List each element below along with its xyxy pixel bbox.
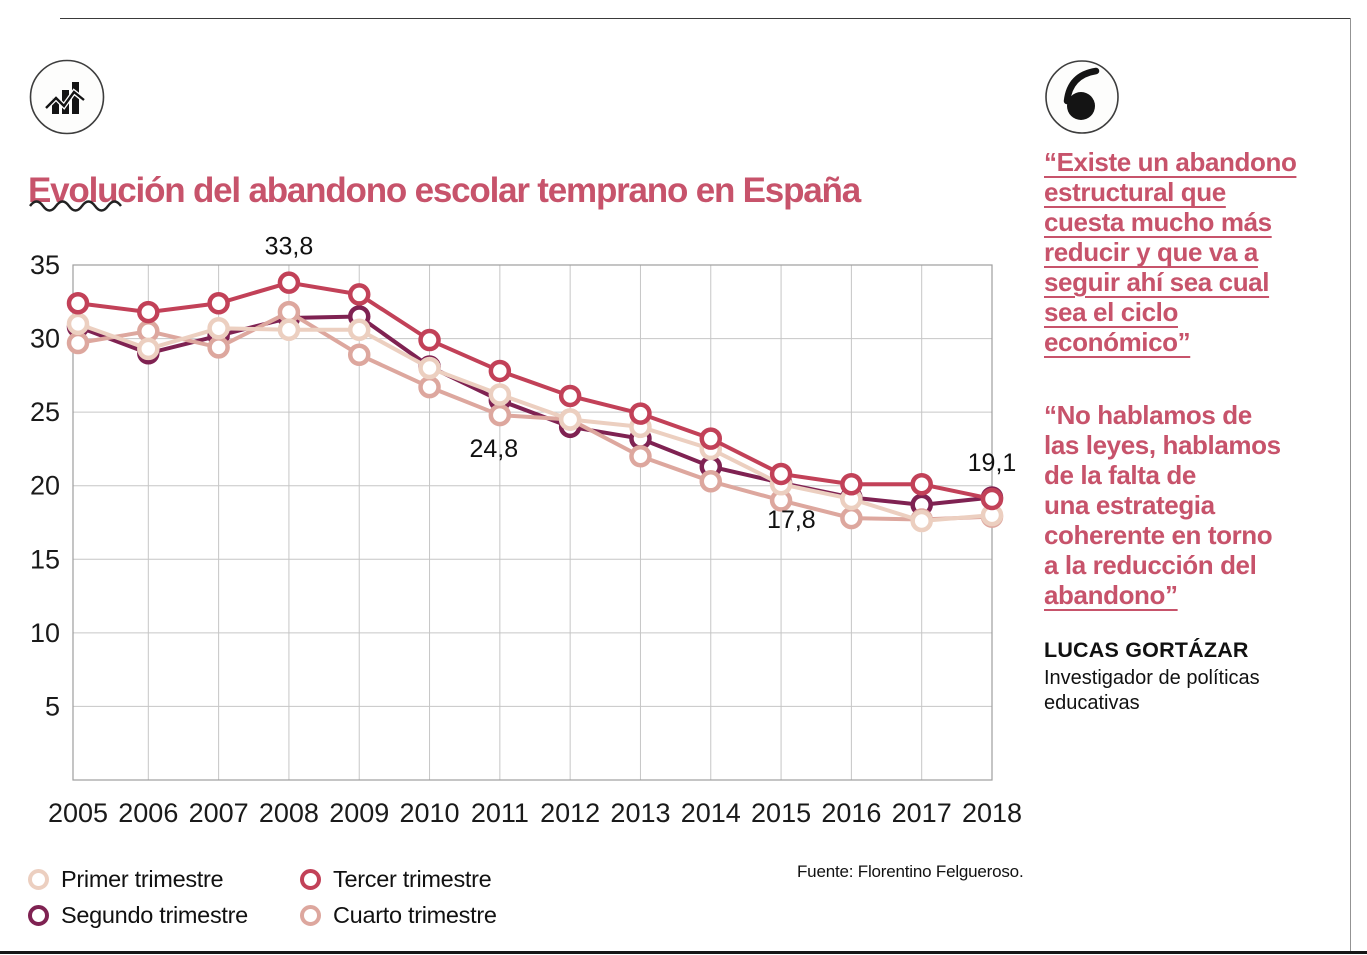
svg-text:20: 20	[30, 471, 60, 501]
legend-label: Tercer trimestre	[333, 866, 492, 892]
svg-text:2012: 2012	[540, 798, 600, 828]
bottom-rule	[0, 951, 1367, 954]
quote-link-2[interactable]: abandono”	[1044, 580, 1178, 610]
svg-text:2018: 2018	[962, 798, 1022, 828]
legend-label: Segundo trimestre	[61, 902, 248, 928]
circle-marker-icon	[28, 905, 49, 926]
circle-marker-icon	[28, 869, 49, 890]
legend-item-cuarto-trimestre: Cuarto trimestre	[300, 902, 497, 929]
legend-item-segundo-trimestre: Segundo trimestre	[28, 902, 300, 929]
right-rule	[1350, 18, 1351, 952]
svg-text:24,8: 24,8	[470, 435, 519, 463]
svg-text:2005: 2005	[48, 798, 108, 828]
legend-label: Cuarto trimestre	[333, 902, 497, 928]
quote-2: “No hablamos de las leyes, hablamos de l…	[1044, 400, 1329, 610]
chart-legend: Primer trimestre Segundo trimestre Terce…	[28, 866, 497, 929]
svg-text:15: 15	[30, 544, 60, 574]
quote-link-1[interactable]: “Existe un abandono estructural que cues…	[1044, 147, 1297, 357]
svg-text:25: 25	[30, 397, 60, 427]
legend-item-tercer-trimestre: Tercer trimestre	[300, 866, 497, 893]
svg-text:19,1: 19,1	[968, 449, 1017, 477]
wavy-underline-icon	[29, 200, 122, 212]
svg-text:2015: 2015	[751, 798, 811, 828]
quote-mark-icon	[1045, 60, 1119, 134]
author-name: LUCAS GORTÁZAR	[1044, 638, 1249, 662]
svg-text:2017: 2017	[892, 798, 952, 828]
bar-chart-icon	[29, 59, 105, 135]
page-title: Evolución del abandono escolar temprano …	[28, 171, 861, 211]
svg-text:2008: 2008	[259, 798, 319, 828]
svg-text:2009: 2009	[329, 798, 389, 828]
svg-text:2010: 2010	[399, 798, 459, 828]
svg-text:30: 30	[30, 324, 60, 354]
svg-text:2014: 2014	[681, 798, 741, 828]
circle-marker-icon	[300, 869, 321, 890]
svg-text:2011: 2011	[471, 798, 529, 828]
source-credit: Fuente: Florentino Felgueroso.	[797, 862, 1024, 881]
svg-text:2007: 2007	[189, 798, 249, 828]
quote-2-text: “No hablamos de las leyes, hablamos de l…	[1044, 400, 1281, 580]
author-role: Investigador de políticas educativas	[1044, 667, 1260, 714]
svg-text:2016: 2016	[821, 798, 881, 828]
svg-text:33,8: 33,8	[265, 233, 314, 261]
svg-text:10: 10	[30, 618, 60, 648]
legend-label: Primer trimestre	[61, 866, 224, 892]
svg-text:17,8: 17,8	[767, 506, 816, 534]
legend-item-primer-trimestre: Primer trimestre	[28, 866, 300, 893]
svg-text:2013: 2013	[610, 798, 670, 828]
circle-marker-icon	[300, 905, 321, 926]
top-rule	[60, 18, 1350, 19]
svg-text:5: 5	[45, 691, 60, 721]
svg-text:35: 35	[30, 250, 60, 280]
svg-text:2006: 2006	[118, 798, 178, 828]
